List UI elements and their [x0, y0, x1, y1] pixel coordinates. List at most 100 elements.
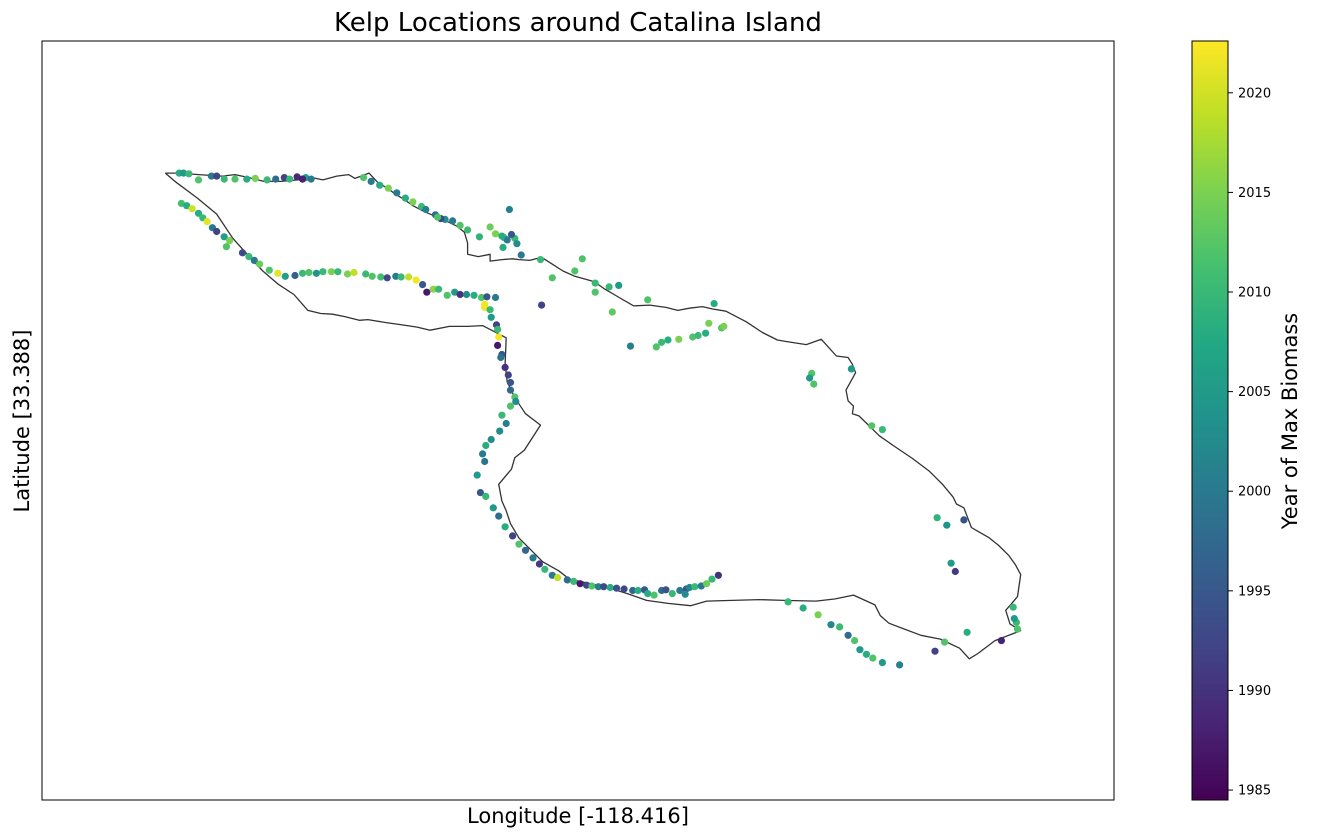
kelp-point — [708, 575, 716, 583]
kelp-point — [491, 230, 500, 238]
kelp-point — [423, 288, 431, 296]
kelp-point — [412, 276, 420, 284]
kelp-point — [238, 249, 247, 257]
kelp-point — [272, 175, 280, 183]
kelp-point — [334, 268, 342, 276]
kelp-point — [591, 288, 599, 296]
kelp-point — [362, 270, 370, 278]
kelp-point — [367, 177, 375, 185]
kelp-point — [226, 237, 234, 245]
kelp-point — [541, 565, 549, 573]
kelp-point — [508, 532, 517, 540]
kelp-point — [501, 523, 509, 531]
kelp-point — [220, 233, 228, 241]
kelp-point — [245, 253, 253, 261]
kelp-point — [473, 471, 481, 479]
kelp-point — [591, 279, 599, 287]
kelp-point — [503, 236, 511, 244]
kelp-point — [327, 268, 335, 276]
kelp-point — [464, 226, 472, 234]
kelp-point — [705, 319, 713, 327]
kelp-point — [535, 560, 544, 568]
kelp-point — [305, 268, 313, 277]
kelp-point — [613, 584, 621, 592]
kelp-point — [681, 590, 689, 598]
kelp-point — [515, 540, 523, 548]
kelp-point — [401, 194, 409, 202]
kelp-point — [495, 512, 503, 520]
kelp-point — [685, 583, 694, 592]
kelp-point — [810, 380, 818, 388]
kelp-point — [494, 341, 502, 349]
kelp-point — [814, 611, 822, 619]
kelp-point — [933, 514, 941, 522]
kelp-point — [397, 273, 405, 281]
kelp-point — [563, 576, 571, 584]
kelp-point — [702, 329, 710, 337]
kelp-point — [481, 457, 489, 466]
kelp-point — [505, 205, 513, 214]
kelp-point — [451, 288, 459, 296]
kelp-point — [869, 654, 877, 662]
kelp-point — [449, 217, 457, 225]
kelp-point — [185, 170, 193, 178]
kelp-point — [256, 260, 264, 268]
kelp-point — [615, 281, 623, 289]
kelp-point — [483, 293, 491, 301]
kelp-point — [1009, 603, 1017, 611]
kelp-point — [377, 273, 385, 281]
kelp-point — [644, 590, 652, 598]
kelp-point — [479, 450, 487, 458]
kelp-point — [495, 333, 503, 341]
kelp-point — [506, 378, 515, 387]
chart-title: Kelp Locations around Catalina Island — [334, 8, 822, 38]
colorbar-tick-label: 1995 — [1238, 584, 1271, 599]
kelp-point — [583, 581, 591, 589]
kelp-point — [878, 426, 887, 434]
kelp-point — [536, 256, 545, 264]
kelp-point — [689, 333, 697, 341]
kelp-point — [482, 441, 490, 450]
kelp-point — [806, 374, 814, 382]
kelp-point — [997, 637, 1006, 645]
kelp-point — [608, 308, 616, 316]
colorbar-tick-label: 2015 — [1238, 186, 1271, 201]
kelp-point — [943, 521, 951, 529]
kelp-point — [434, 213, 442, 221]
kelp-point — [626, 342, 635, 350]
kelp-point — [281, 272, 289, 280]
kelp-point — [486, 306, 494, 314]
kelp-point — [265, 266, 273, 274]
kelp-point — [350, 268, 358, 277]
kelp-point — [286, 175, 294, 183]
kelp-point — [513, 240, 521, 248]
kelp-point — [429, 285, 437, 293]
kelp-point — [319, 268, 327, 276]
kelp-point — [482, 492, 490, 500]
kelp-point — [868, 422, 876, 430]
kelp-point — [435, 285, 443, 293]
kelp-point — [650, 591, 658, 599]
kelp-point — [250, 256, 258, 264]
kelp-point — [629, 586, 637, 595]
kelp-point — [507, 230, 516, 239]
kelp-point — [784, 598, 792, 606]
kelp-point — [486, 223, 494, 231]
kelp-point — [652, 343, 660, 351]
kelp-point — [498, 232, 506, 240]
kelp-point — [368, 272, 376, 280]
plot-area-frame — [41, 40, 1115, 801]
kelp-point — [694, 331, 702, 340]
kelp-point — [203, 218, 211, 226]
kelp-point — [183, 202, 191, 210]
colorbar-tick-label: 2010 — [1238, 286, 1271, 301]
kelp-point — [376, 181, 384, 189]
kelp-point — [799, 604, 807, 612]
kelp-point — [422, 205, 430, 214]
kelp-point — [476, 489, 484, 497]
x-axis-label: Longitude [-118.416] — [467, 804, 689, 828]
kelp-point — [703, 580, 711, 588]
kelp-point — [501, 363, 509, 371]
kelp-point — [487, 435, 495, 444]
kelp-point — [620, 585, 628, 593]
